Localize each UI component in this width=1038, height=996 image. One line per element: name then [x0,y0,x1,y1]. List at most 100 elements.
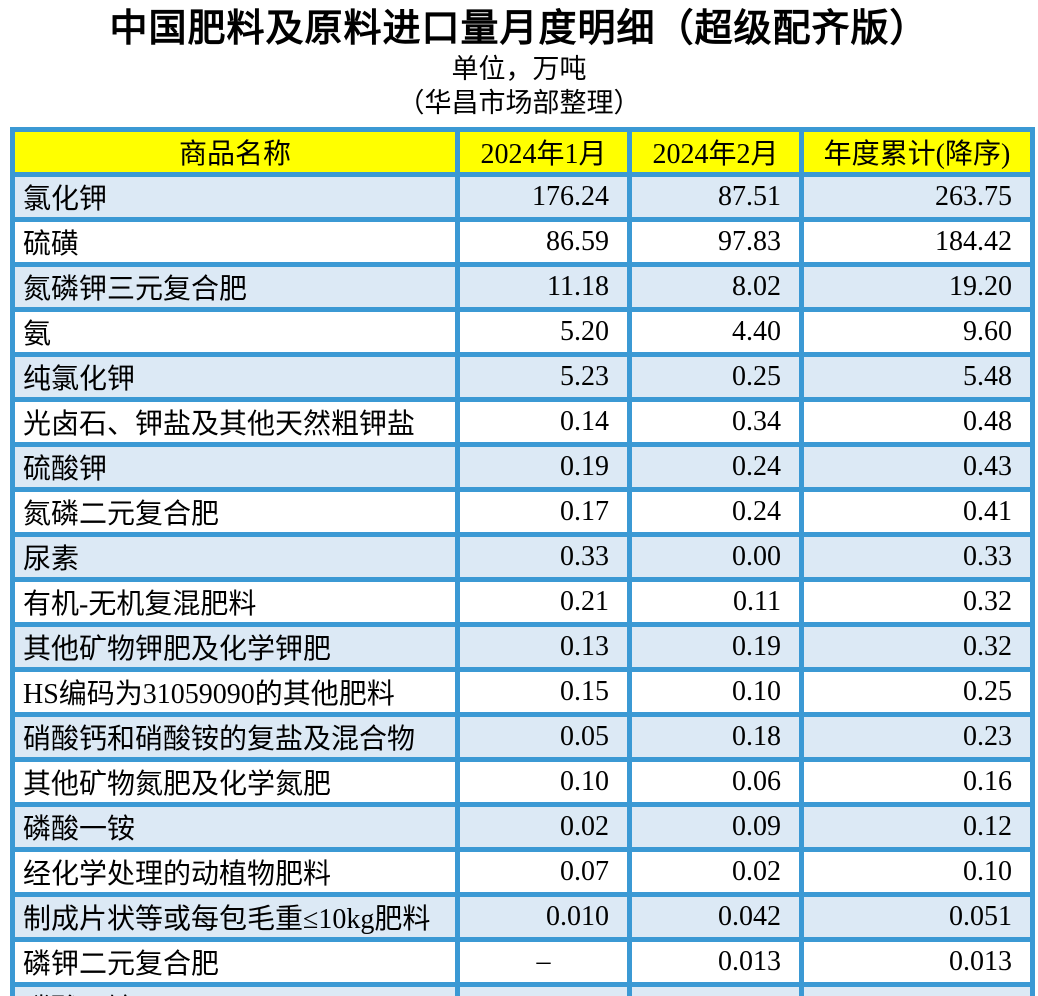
feb-value-cell: 8.02 [627,262,804,312]
feb-value-cell: 4.40 [627,307,804,357]
table-row: 经化学处理的动植物肥料 0.07 0.02 0.10 [10,847,1035,897]
total-value-cell: 0.25 [799,667,1035,717]
feb-value-cell: 0.02 [627,847,804,897]
product-name-cell: 氮磷二元复合肥 [10,487,460,537]
feb-value-cell: 0.000 [627,982,804,996]
total-value-cell: 263.75 [799,172,1035,222]
product-name-cell: 氯化钾 [10,172,460,222]
feb-value-cell: 0.25 [627,352,804,402]
product-name-cell: 经化学处理的动植物肥料 [10,847,460,897]
product-name-cell: 纯氯化钾 [10,352,460,402]
table-row: 硫磺 86.59 97.83 184.42 [10,217,1035,267]
total-value-cell: 0.004 [799,982,1035,996]
table-row: 氯化钾 176.24 87.51 263.75 [10,172,1035,222]
feb-value-cell: 0.09 [627,802,804,852]
table-row: 磷钾二元复合肥 –0.013 0.013 [10,937,1035,987]
column-header-ytd-total: 年度累计(降序) [799,127,1035,177]
import-data-table: 商品名称 2024年1月 2024年2月 年度累计(降序) 氯化钾 176.24 8… [10,127,1035,996]
total-value-cell: 0.16 [799,757,1035,807]
total-value-cell: 0.013 [799,937,1035,987]
table-row: 磷酸二铵0.0040.0000.004 [10,982,1035,996]
table-row: 硫酸钾 0.19 0.24 0.43 [10,442,1035,492]
product-name-cell: 有机-无机复混肥料 [10,577,460,627]
table-row: HS编码为31059090的其他肥料 0.15 0.10 0.25 [10,667,1035,717]
column-header-feb-2024: 2024年2月 [627,127,804,177]
product-name-cell: 硝酸钙和硝酸铵的复盐及混合物 [10,712,460,762]
table-row: 制成片状等或每包毛重≤10kg肥料 0.010 0.042 0.051 [10,892,1035,942]
jan-value-cell: 0.33 [455,532,632,582]
table-row: 氨 5.20 4.40 9.60 [10,307,1035,357]
total-value-cell: 0.48 [799,397,1035,447]
product-name-cell: 其他矿物氮肥及化学氮肥 [10,757,460,807]
product-name-cell: 磷酸二铵 [10,982,460,996]
feb-value-cell: 0.11 [627,577,804,627]
product-name-cell: 磷酸一铵 [10,802,460,852]
table-row: 尿素 0.33 0.00 0.33 [10,532,1035,582]
jan-value-cell: 0.004 [455,982,632,996]
page-title: 中国肥料及原料进口量月度明细（超级配齐版） [109,8,929,50]
jan-value-cell: 0.15 [455,667,632,717]
feb-value-cell: 0.34 [627,397,804,447]
column-header-jan-2024: 2024年1月 [455,127,632,177]
product-name-cell: 磷钾二元复合肥 [10,937,460,987]
feb-value-cell: 87.51 [627,172,804,222]
table-row: 其他矿物钾肥及化学钾肥 0.13 0.19 0.32 [10,622,1035,672]
product-name-cell: 氨 [10,307,460,357]
table-header: 商品名称 2024年1月 2024年2月 年度累计(降序) [10,127,1035,177]
product-name-cell: 光卤石、钾盐及其他天然粗钾盐 [10,397,460,447]
unit-subtitle: 单位，万吨 [451,54,587,84]
product-name-cell: HS编码为31059090的其他肥料 [10,667,460,717]
total-value-cell: 0.32 [799,622,1035,672]
jan-value-cell: 0.10 [455,757,632,807]
feb-value-cell: 97.83 [627,217,804,267]
total-value-cell: 0.33 [799,532,1035,582]
total-value-cell: 0.10 [799,847,1035,897]
jan-value-cell: 5.20 [455,307,632,357]
jan-value-cell: 0.13 [455,622,632,672]
jan-value-cell: 0.010 [455,892,632,942]
product-name-cell: 制成片状等或每包毛重≤10kg肥料 [10,892,460,942]
feb-value-cell: 0.013 [627,937,804,987]
table-row: 氮磷二元复合肥 0.17 0.24 0.41 [10,487,1035,537]
jan-value-cell: 86.59 [455,217,632,267]
product-name-cell: 硫酸钾 [10,442,460,492]
jan-value-cell: 0.02 [455,802,632,852]
source-subtitle: （华昌市场部整理） [397,88,641,118]
table-row: 纯氯化钾 5.23 0.25 5.48 [10,352,1035,402]
total-value-cell: 0.12 [799,802,1035,852]
feb-value-cell: 0.00 [627,532,804,582]
table-row: 光卤石、钾盐及其他天然粗钾盐 0.14 0.34 0.48 [10,397,1035,447]
product-name-cell: 硫磺 [10,217,460,267]
jan-value-cell: 0.07 [455,847,632,897]
table-row: 氮磷钾三元复合肥 11.18 8.02 19.20 [10,262,1035,312]
feb-value-cell: 0.06 [627,757,804,807]
feb-value-cell: 0.042 [627,892,804,942]
jan-value-cell: 176.24 [455,172,632,222]
table-row: 磷酸一铵 0.02 0.09 0.12 [10,802,1035,852]
total-value-cell: 9.60 [799,307,1035,357]
total-value-cell: 0.32 [799,577,1035,627]
column-header-product-name: 商品名称 [10,127,460,177]
table-row: 有机-无机复混肥料 0.21 0.11 0.32 [10,577,1035,627]
total-value-cell: 0.41 [799,487,1035,537]
total-value-cell: 5.48 [799,352,1035,402]
total-value-cell: 0.43 [799,442,1035,492]
feb-value-cell: 0.24 [627,487,804,537]
product-name-cell: 其他矿物钾肥及化学钾肥 [10,622,460,672]
total-value-cell: 184.42 [799,217,1035,267]
jan-value-cell: 0.19 [455,442,632,492]
table-body: 氯化钾 176.24 87.51 263.75 硫磺 86.59 97.83 184.42 氮磷… [10,172,1035,996]
jan-value-cell: 0.17 [455,487,632,537]
feb-value-cell: 0.24 [627,442,804,492]
feb-value-cell: 0.10 [627,667,804,717]
total-value-cell: 0.051 [799,892,1035,942]
feb-value-cell: 0.18 [627,712,804,762]
jan-value-cell: 5.23 [455,352,632,402]
product-name-cell: 氮磷钾三元复合肥 [10,262,460,312]
total-value-cell: 0.23 [799,712,1035,762]
product-name-cell: 尿素 [10,532,460,582]
total-value-cell: 19.20 [799,262,1035,312]
jan-value-cell: 0.05 [455,712,632,762]
jan-value-cell: 0.14 [455,397,632,447]
